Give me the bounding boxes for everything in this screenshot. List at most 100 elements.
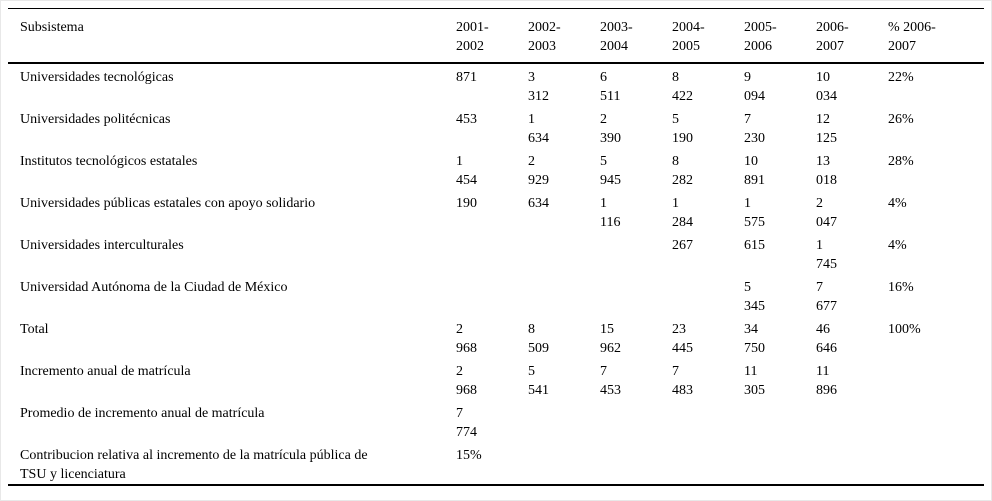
- value-cell: [456, 274, 528, 316]
- column-header: 2006- 2007: [816, 8, 888, 64]
- value-cell: 10 891: [744, 154, 765, 188]
- value-cell: 34 750: [744, 322, 765, 356]
- value-cell: 8 282: [672, 154, 693, 188]
- value-cell: 1 575: [744, 196, 765, 230]
- value-cell: 9 094: [744, 70, 765, 104]
- table-row: Total 2 968 8 509 15 962 23 445 34 750 46 646 1…: [8, 316, 984, 358]
- value-cell: [600, 442, 672, 485]
- column-header: 2005- 2006: [744, 8, 816, 64]
- enrollment-table: Subsistema 2001- 2002 2002- 2003 2003- 2004…: [8, 8, 984, 486]
- value-cell: [600, 274, 672, 316]
- row-label: Incremento anual de matrícula: [20, 364, 191, 379]
- table-row: Universidades públicas estatales con apo…: [8, 190, 984, 232]
- value-cell: [456, 232, 528, 274]
- value-cell: 5 190: [672, 112, 693, 146]
- value-cell: 7 230: [744, 112, 765, 146]
- row-label: Universidad Autónoma de la Ciudad de Méx…: [20, 280, 288, 295]
- table-row: Contribucion relativa al incremento de l…: [8, 442, 984, 485]
- column-header: 2004- 2005: [672, 8, 744, 64]
- value-cell: 190: [456, 196, 477, 211]
- value-cell: [528, 232, 600, 274]
- value-cell: 7 453: [600, 364, 621, 398]
- value-cell: [744, 400, 816, 442]
- value-cell: 3 312: [528, 70, 549, 104]
- value-cell: [816, 442, 888, 485]
- value-cell: 13 018: [816, 154, 837, 188]
- value-cell: 28%: [888, 154, 914, 169]
- table-body: Universidades tecnológicas 871 3 312 6 511 8…: [8, 63, 984, 485]
- value-cell: 1 454: [456, 154, 477, 188]
- value-cell: 7 774: [456, 406, 477, 440]
- value-cell: 1 284: [672, 196, 693, 230]
- value-cell: 11 305: [744, 364, 765, 398]
- value-cell: 8 422: [672, 70, 693, 104]
- value-cell: 2 968: [456, 322, 477, 356]
- value-cell: 2 390: [600, 112, 621, 146]
- value-cell: 12 125: [816, 112, 837, 146]
- value-cell: [672, 442, 744, 485]
- table-row: Incremento anual de matrícula 2 968 5 541 7…: [8, 358, 984, 400]
- table-row: Promedio de incremento anual de matrícul…: [8, 400, 984, 442]
- value-cell: [888, 358, 984, 400]
- row-label: Institutos tecnológicos estatales: [20, 154, 198, 169]
- value-cell: [600, 400, 672, 442]
- value-cell: 23 445: [672, 322, 693, 356]
- column-header: % 2006- 2007: [888, 8, 984, 64]
- table-row: Universidades politécnicas 453 1 634 2 390 5…: [8, 106, 984, 148]
- value-cell: [672, 400, 744, 442]
- value-cell: 15%: [456, 448, 482, 463]
- column-header: 2002- 2003: [528, 8, 600, 64]
- value-cell: 5 945: [600, 154, 621, 188]
- value-cell: [888, 442, 984, 485]
- value-cell: 267: [672, 238, 693, 253]
- value-cell: 22%: [888, 70, 914, 85]
- value-cell: 615: [744, 238, 765, 253]
- value-cell: 100%: [888, 322, 921, 337]
- value-cell: [816, 400, 888, 442]
- value-cell: 6 511: [600, 70, 621, 104]
- value-cell: 2 047: [816, 196, 837, 230]
- table-row: Universidades interculturales 267 615 1 745…: [8, 232, 984, 274]
- header-row: Subsistema 2001- 2002 2002- 2003 2003- 2004…: [8, 8, 984, 64]
- row-label: Promedio de incremento anual de matrícul…: [20, 406, 265, 421]
- value-cell: 453: [456, 112, 477, 127]
- row-label: Universidades públicas estatales con apo…: [20, 196, 316, 211]
- value-cell: 5 541: [528, 364, 549, 398]
- value-cell: 5 345: [744, 280, 765, 314]
- value-cell: 7 677: [816, 280, 837, 314]
- value-cell: 1 745: [816, 238, 837, 272]
- value-cell: 8 509: [528, 322, 549, 356]
- row-label: Contribucion relativa al incremento de l…: [20, 448, 368, 482]
- row-label: Universidades tecnológicas: [20, 70, 174, 85]
- value-cell: [888, 400, 984, 442]
- value-cell: 46 646: [816, 322, 837, 356]
- value-cell: 16%: [888, 280, 914, 295]
- table-row: Universidades tecnológicas 871 3 312 6 511 8…: [8, 63, 984, 106]
- column-header: 2001- 2002: [456, 8, 528, 64]
- value-cell: 1 116: [600, 196, 621, 230]
- value-cell: 11 896: [816, 364, 837, 398]
- value-cell: 10 034: [816, 70, 837, 104]
- value-cell: [672, 274, 744, 316]
- row-label: Total: [20, 322, 49, 337]
- value-cell: [744, 442, 816, 485]
- value-cell: 4%: [888, 238, 907, 253]
- value-cell: [528, 442, 600, 485]
- value-cell: 2 929: [528, 154, 549, 188]
- column-header: 2003- 2004: [600, 8, 672, 64]
- value-cell: 1 634: [528, 112, 549, 146]
- value-cell: 2 968: [456, 364, 477, 398]
- value-cell: [600, 232, 672, 274]
- value-cell: 4%: [888, 196, 907, 211]
- value-cell: 15 962: [600, 322, 621, 356]
- value-cell: 26%: [888, 112, 914, 127]
- value-cell: [528, 274, 600, 316]
- row-label: Universidades politécnicas: [20, 112, 171, 127]
- table-row: Institutos tecnológicos estatales 1 454 2 …: [8, 148, 984, 190]
- value-cell: 871: [456, 70, 477, 85]
- value-cell: [528, 400, 600, 442]
- table-row: Universidad Autónoma de la Ciudad de Méx…: [8, 274, 984, 316]
- row-label: Universidades interculturales: [20, 238, 184, 253]
- value-cell: 634: [528, 196, 549, 211]
